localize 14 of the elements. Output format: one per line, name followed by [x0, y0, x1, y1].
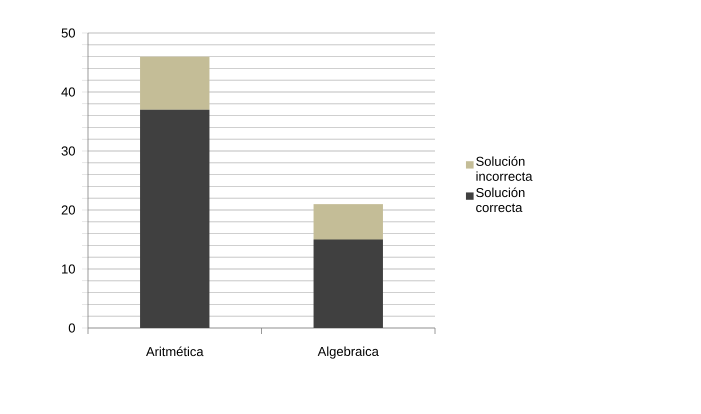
bar: [314, 204, 383, 240]
y-tick-label: 30: [62, 146, 75, 156]
legend-label: Solución incorrecta: [476, 156, 532, 181]
y-tick-label: 20: [62, 205, 75, 215]
legend-label: Solución correcta: [476, 187, 524, 212]
y-tick-label: 50: [62, 28, 75, 38]
bar: [140, 56, 210, 110]
y-tick-label: 0: [68, 323, 75, 333]
y-tick-label: 10: [62, 264, 75, 274]
x-tick-label: Algebraica: [318, 346, 379, 359]
bar: [140, 110, 210, 328]
y-tick-label: 40: [61, 87, 75, 97]
bar: [314, 240, 383, 328]
x-tick-label: Aritmética: [146, 346, 204, 356]
